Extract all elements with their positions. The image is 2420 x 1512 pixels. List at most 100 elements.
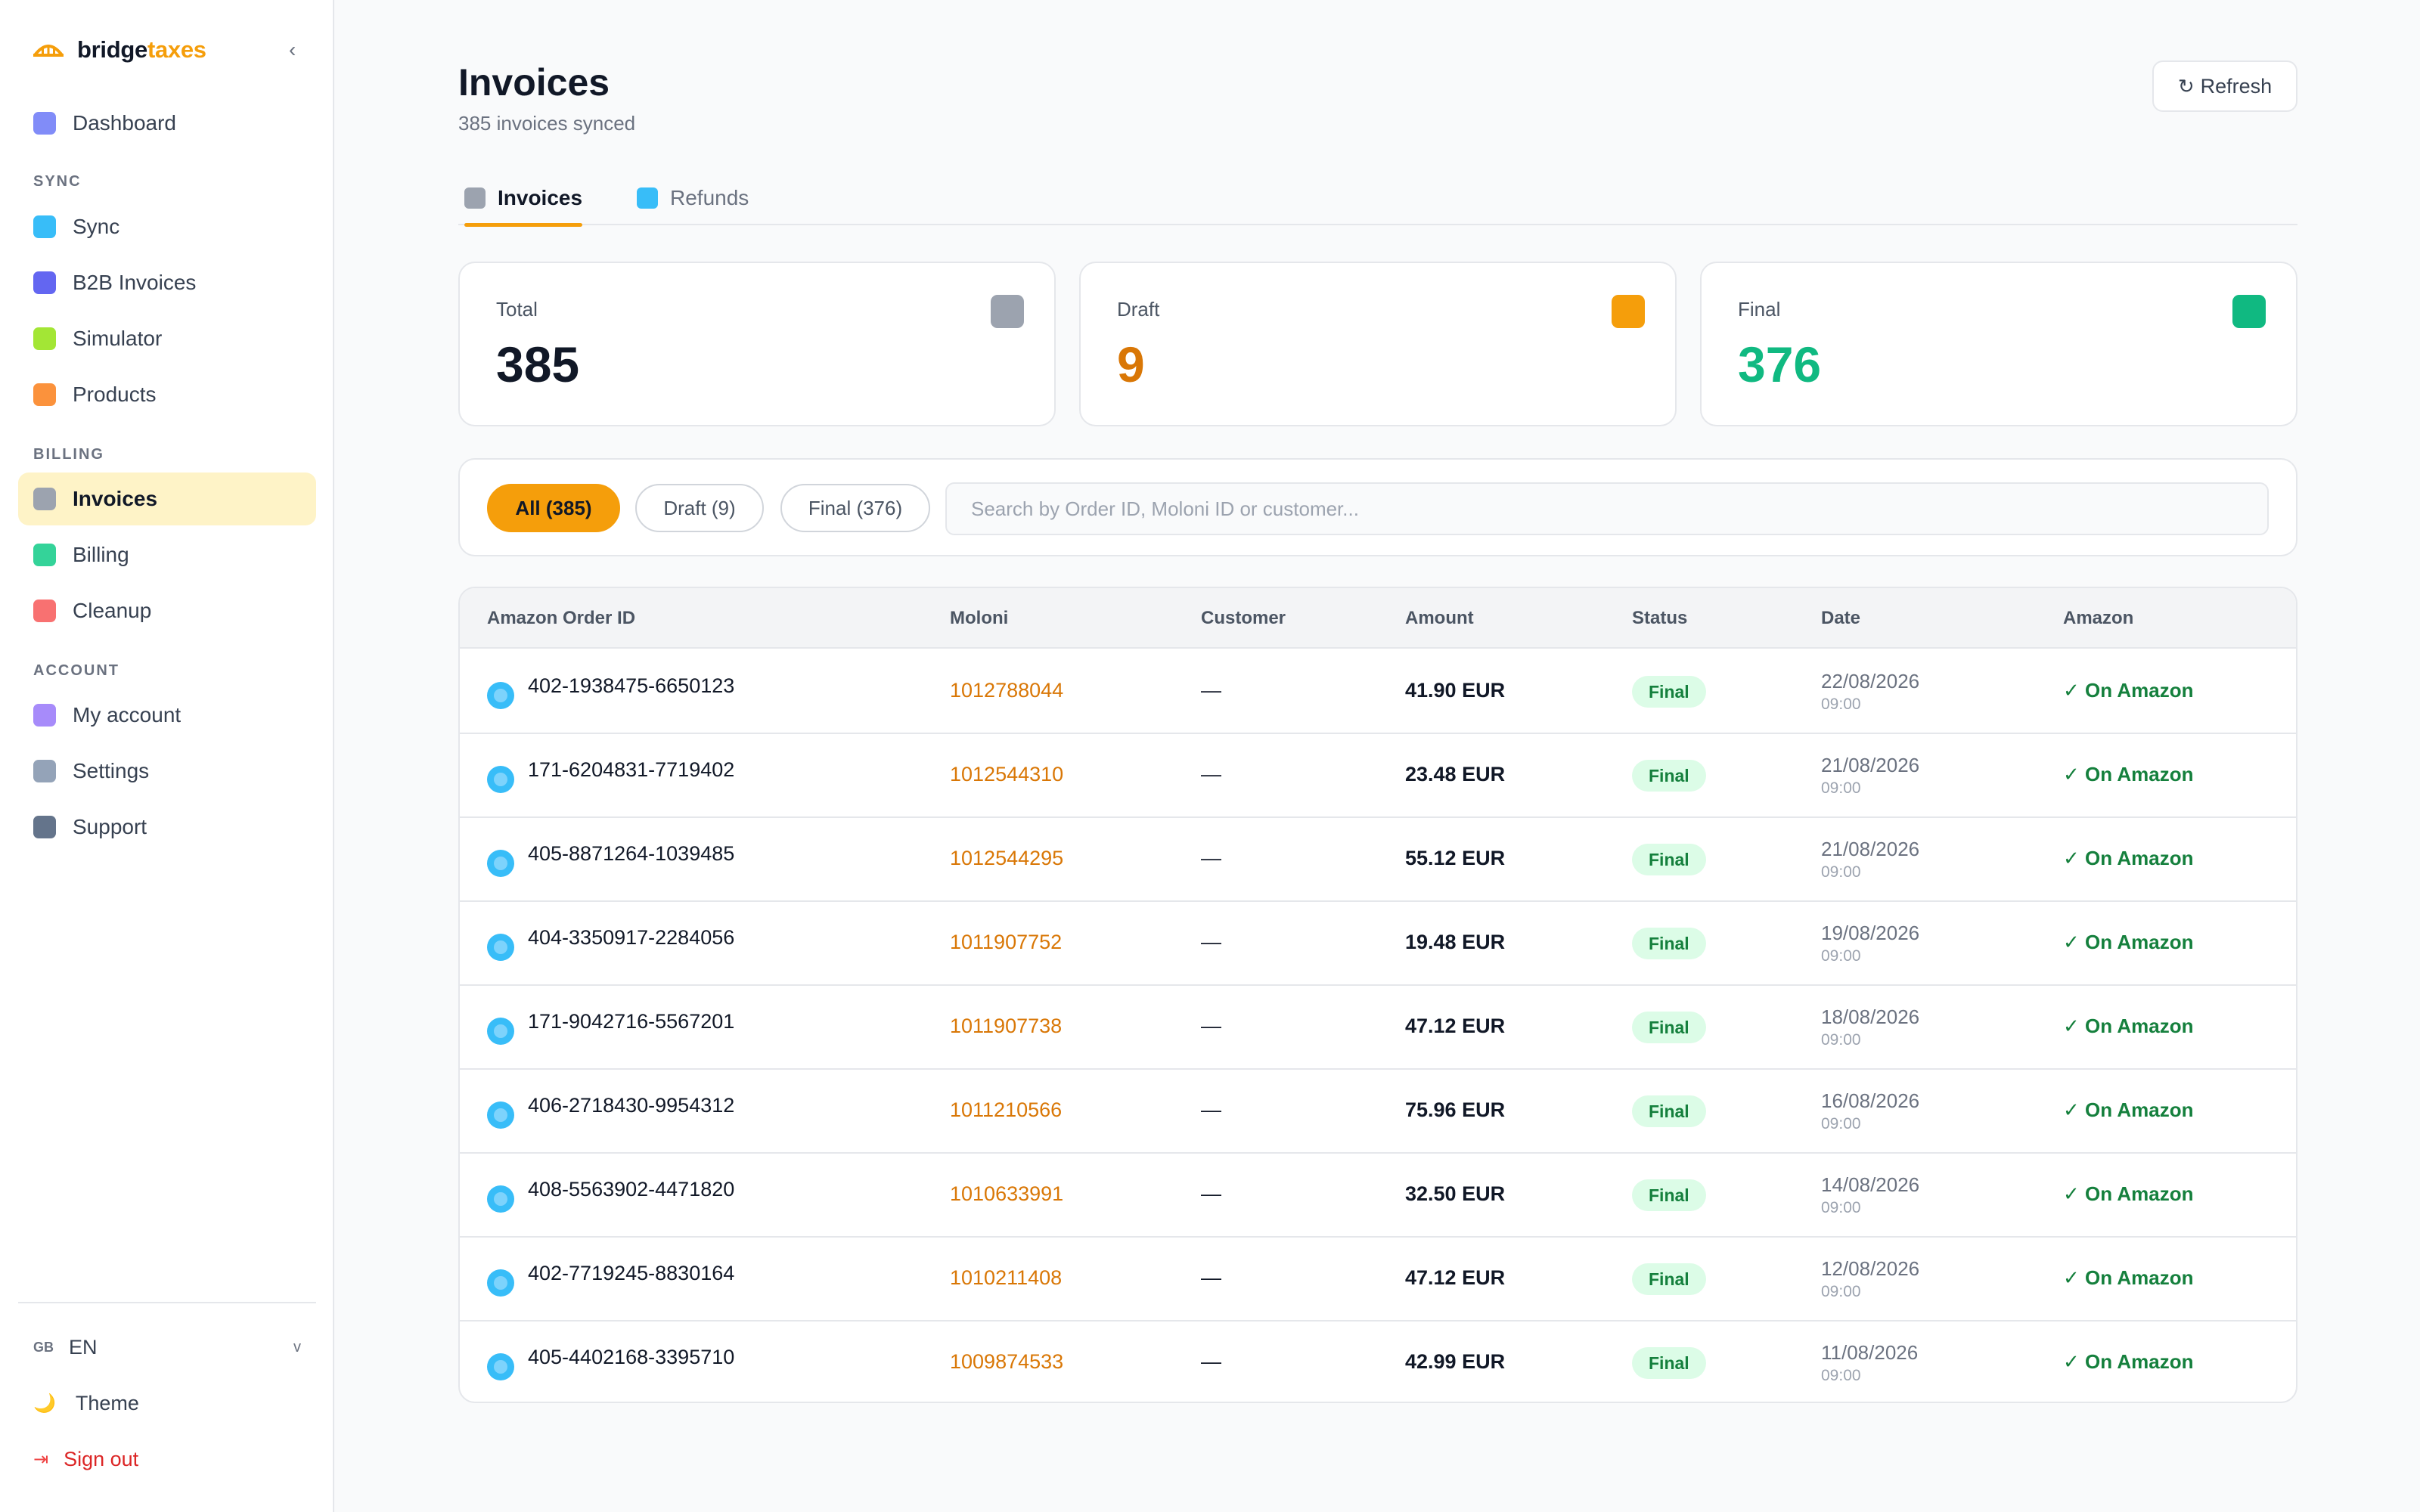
moloni-link[interactable]: 1011907738 [950, 1015, 1063, 1037]
column-header-amazon[interactable]: Amazon [2063, 608, 2134, 628]
filter-chip-draft[interactable]: Draft (9) [635, 484, 764, 532]
sidebar-item-simulator[interactable]: Simulator [18, 312, 316, 365]
sidebar: bridgetaxes ‹ Dashboard SYNC Sync B2B In… [0, 0, 334, 1512]
sidebar-item-label: My account [73, 703, 182, 727]
on-amazon-status: ✓ On Amazon [2063, 1350, 2194, 1373]
amazon-marketplace-icon [487, 1353, 514, 1380]
moon-icon: 🌙 [33, 1393, 56, 1414]
theme-toggle[interactable]: 🌙 Theme [33, 1390, 139, 1417]
customer: — [1201, 931, 1221, 953]
table-row[interactable]: 402-1938475-6650123 1012788044 — 41.90 EUR F… [460, 650, 2296, 734]
sidebar-item-support[interactable]: Support [18, 801, 316, 854]
customer: — [1201, 1098, 1221, 1121]
sidebar-item-settings[interactable]: Settings [18, 745, 316, 798]
amount: 47.12 EUR [1405, 1015, 1506, 1037]
table-row[interactable]: 406-2718430-9954312 1011210566 — 75.96 EUR F… [460, 1070, 2296, 1154]
moloni-link[interactable]: 1009874533 [950, 1350, 1064, 1373]
moloni-link[interactable]: 1010211408 [950, 1266, 1063, 1289]
status-badge: Final [1632, 844, 1706, 875]
amount: 55.12 EUR [1405, 847, 1506, 869]
order-id: 171-6204831-7719402 [528, 758, 735, 781]
logo[interactable]: bridgetaxes [33, 35, 206, 65]
filter-chip-final[interactable]: Final (376) [780, 484, 930, 532]
draft-icon [1612, 295, 1645, 328]
sidebar-item-label: Settings [73, 759, 150, 782]
amazon-marketplace-icon [487, 1269, 514, 1297]
status-badge: Final [1632, 760, 1706, 792]
moloni-link[interactable]: 1012544310 [950, 763, 1064, 785]
sidebar-item-label: Cleanup [73, 599, 152, 622]
search-input[interactable] [945, 482, 2269, 535]
stat-card-draft: Draft 9 [1079, 262, 1677, 426]
status-badge: Final [1632, 1012, 1706, 1043]
on-amazon-status: ✓ On Amazon [2063, 1182, 2194, 1205]
sidebar-item-label: Sync [73, 215, 120, 238]
gb-flag-icon: GB [33, 1339, 54, 1355]
support-icon [33, 816, 56, 838]
stat-card-final: Final 376 [1700, 262, 2297, 426]
column-header-date[interactable]: Date [1821, 608, 1861, 628]
refresh-button[interactable]: ↻ Refresh [2152, 60, 2297, 112]
page-title: Invoices [458, 61, 610, 104]
date: 11/08/2026 [1821, 1341, 1919, 1364]
bridge-logo-icon [33, 45, 64, 57]
tab-label: Invoices [498, 186, 583, 209]
sidebar-item-invoices[interactable]: Invoices [18, 472, 316, 525]
sidebar-item-my-account[interactable]: My account [18, 689, 316, 742]
table-row[interactable]: 405-8871264-1039485 1012544295 — 55.12 EUR F… [460, 818, 2296, 902]
stat-label: Final [1738, 298, 1781, 321]
language-code: EN [69, 1335, 98, 1359]
collapse-sidebar-icon[interactable]: ‹ [289, 38, 296, 61]
tab-refunds[interactable]: Refunds [637, 171, 749, 225]
settings-icon [33, 760, 56, 782]
column-header-amount[interactable]: Amount [1405, 608, 1474, 628]
table-row[interactable]: 171-9042716-5567201 1011907738 — 47.12 EUR F… [460, 986, 2296, 1070]
b2b-invoices-icon [33, 271, 56, 294]
table-row[interactable]: 405-4402168-3395710 1009874533 — 42.99 EUR F… [460, 1321, 2296, 1402]
dashboard-icon [33, 112, 56, 135]
tab-bar: Invoices Refunds [458, 171, 2297, 227]
sidebar-item-sync[interactable]: Sync [18, 200, 316, 253]
moloni-link[interactable]: 1012544295 [950, 847, 1064, 869]
sidebar-divider [18, 1302, 316, 1303]
sidebar-item-billing[interactable]: Billing [18, 528, 316, 581]
moloni-link[interactable]: 1011210566 [950, 1098, 1063, 1121]
time: 09:00 [1821, 1367, 1861, 1384]
tab-invoices[interactable]: Invoices [464, 171, 583, 227]
column-header-status[interactable]: Status [1632, 608, 1688, 628]
time: 09:00 [1821, 779, 1861, 797]
table-row[interactable]: 171-6204831-7719402 1012544310 — 23.48 EUR F… [460, 734, 2296, 818]
language-selector[interactable]: GB EN v [33, 1334, 301, 1361]
column-header-moloni[interactable]: Moloni [950, 608, 1009, 628]
refresh-label: Refresh [2200, 74, 2273, 98]
invoices-tab-icon [464, 187, 486, 209]
status-badge: Final [1632, 1095, 1706, 1127]
time: 09:00 [1821, 1031, 1861, 1049]
column-header-customer[interactable]: Customer [1201, 608, 1286, 628]
table-row[interactable]: 408-5563902-4471820 1010633991 — 32.50 EUR F… [460, 1154, 2296, 1238]
sidebar-item-b2b-invoices[interactable]: B2B Invoices [18, 256, 316, 309]
invoices-table: Amazon Order ID Moloni Customer Amount S… [458, 587, 2297, 1403]
moloni-link[interactable]: 1011907752 [950, 931, 1063, 953]
column-header-order-id[interactable]: Amazon Order ID [487, 608, 636, 628]
sidebar-item-dashboard[interactable]: Dashboard [18, 97, 316, 150]
customer: — [1201, 1015, 1221, 1037]
order-id: 402-7719245-8830164 [528, 1262, 735, 1284]
stat-value: 376 [1738, 336, 1822, 392]
sign-out-button[interactable]: ⇥ Sign out [33, 1445, 138, 1473]
table-row[interactable]: 402-7719245-8830164 1010211408 — 47.12 EUR F… [460, 1238, 2296, 1321]
customer: — [1201, 1350, 1221, 1373]
status-badge: Final [1632, 1347, 1706, 1379]
sidebar-item-products[interactable]: Products [18, 368, 316, 421]
sidebar-item-cleanup[interactable]: Cleanup [18, 584, 316, 637]
page-subtitle: 385 invoices synced [458, 112, 636, 135]
table-row[interactable]: 404-3350917-2284056 1011907752 — 19.48 EUR F… [460, 902, 2296, 986]
filter-chip-all[interactable]: All (385) [487, 484, 620, 532]
moloni-link[interactable]: 1012788044 [950, 679, 1064, 702]
status-badge: Final [1632, 676, 1706, 708]
customer: — [1201, 847, 1221, 869]
time: 09:00 [1821, 1199, 1861, 1216]
total-icon [991, 295, 1024, 328]
on-amazon-status: ✓ On Amazon [2063, 763, 2194, 785]
moloni-link[interactable]: 1010633991 [950, 1182, 1064, 1205]
